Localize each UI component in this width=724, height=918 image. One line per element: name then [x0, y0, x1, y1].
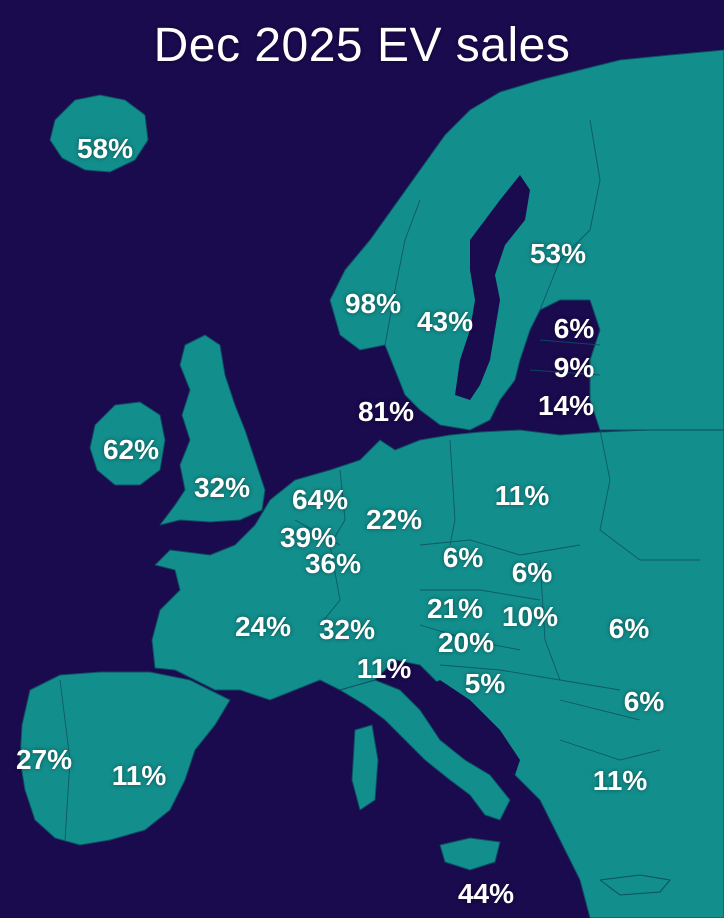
label-luxembourg: 36% [304, 548, 362, 579]
label-greece: 11% [592, 765, 648, 796]
label-hungary: 10% [501, 601, 559, 632]
label-portugal: 27% [15, 744, 73, 775]
label-italy: 11% [356, 653, 412, 684]
label-norway: 98% [344, 288, 402, 319]
label-france: 24% [234, 611, 292, 642]
label-austria: 21% [426, 593, 484, 624]
label-germany: 22% [365, 504, 423, 535]
label-ireland: 62% [102, 434, 160, 465]
label-switzerland: 32% [318, 614, 376, 645]
map-title: Dec 2025 EV sales [153, 19, 571, 72]
label-slovakia: 6% [511, 557, 553, 588]
label-belgium: 39% [279, 522, 337, 553]
land-iceland [49, 94, 149, 173]
label-lithuania: 14% [537, 390, 595, 421]
label-slovenia: 20% [437, 627, 495, 658]
land-sardinia [351, 724, 379, 811]
land-sicily [439, 837, 501, 871]
label-romania: 6% [608, 613, 650, 644]
label-denmark: 81% [357, 396, 415, 427]
label-latvia: 9% [553, 352, 595, 383]
label-estonia: 6% [553, 313, 595, 344]
land-continent [151, 429, 724, 918]
label-spain: 11% [111, 760, 167, 791]
land-ireland [89, 401, 166, 486]
country-borders [59, 119, 700, 841]
label-iceland: 58% [76, 133, 134, 164]
land-crete [599, 874, 671, 896]
land-gb [159, 334, 266, 526]
label-poland: 11% [494, 480, 550, 511]
label-netherlands: 64% [291, 484, 349, 515]
label-uk: 32% [193, 472, 251, 503]
label-sweden: 43% [416, 306, 474, 337]
land-iberia [19, 671, 231, 846]
label-finland: 53% [529, 238, 587, 269]
label-croatia: 5% [464, 668, 506, 699]
land-italy [339, 679, 511, 821]
label-malta: 44% [457, 878, 515, 909]
label-czechia: 6% [442, 542, 484, 573]
land-nordic [329, 49, 724, 431]
label-bulgaria: 6% [623, 686, 665, 717]
